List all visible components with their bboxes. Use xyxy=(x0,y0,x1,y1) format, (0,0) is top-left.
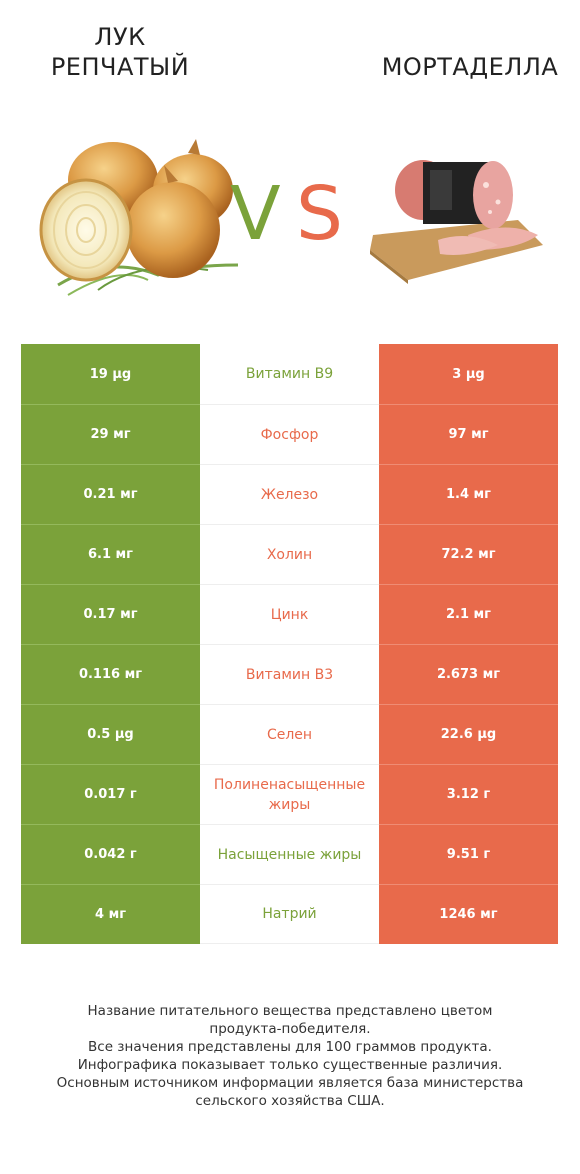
left-value: 0.116 мг xyxy=(21,644,200,704)
right-value: 22.6 µg xyxy=(379,704,558,764)
right-value: 2.673 мг xyxy=(379,644,558,704)
left-value: 0.5 µg xyxy=(21,704,200,764)
left-value: 19 µg xyxy=(21,344,200,404)
footer-note: Название питательного вещества представл… xyxy=(20,1002,560,1110)
footer-line: Основным источником информации является … xyxy=(56,1075,524,1091)
product-left-title: ЛУК РЕПЧАТЫЙ xyxy=(50,23,190,81)
nutrient-name: Насыщенные жиры xyxy=(200,824,379,884)
footer-line: Все значения представлены для 100 граммо… xyxy=(88,1039,492,1055)
left-value: 0.017 г xyxy=(21,764,200,824)
footer-line: Инфографика показывает только существенн… xyxy=(77,1057,503,1073)
right-value: 1.4 мг xyxy=(379,464,558,524)
nutrient-name: Селен xyxy=(200,704,379,764)
table-row: 19 µg Витамин B9 3 µg xyxy=(21,344,558,404)
table-row: 4 мг Натрий 1246 мг xyxy=(21,884,558,944)
nutrient-name: Витамин B9 xyxy=(245,366,334,382)
comparison-table: 19 µg Витамин B9 3 µg 29 мг Фосфор 97 мг… xyxy=(21,344,558,944)
table-row: 0.042 г Насыщенные жиры 9.51 г xyxy=(21,824,558,884)
left-value: 0.21 мг xyxy=(21,464,200,524)
left-value: 4 мг xyxy=(21,884,200,944)
right-value: 9.51 г xyxy=(379,824,558,884)
right-value: 1246 мг xyxy=(379,884,558,944)
nutrient-name: Железо xyxy=(200,464,379,524)
nutrient-name: Цинк xyxy=(200,584,379,644)
table-row: 0.5 µg Селен 22.6 µg xyxy=(21,704,558,764)
mortadella-image xyxy=(370,160,543,284)
table-row: 0.21 мг Железо 1.4 мг xyxy=(21,464,558,524)
right-value: 2.1 мг xyxy=(379,584,558,644)
footer-line: сельского хозяйства США. xyxy=(195,1093,385,1109)
right-value: 72.2 мг xyxy=(379,524,558,584)
nutrient-name: Витамин B3 xyxy=(200,644,379,704)
left-value: 0.042 г xyxy=(21,824,200,884)
table-row: 29 мг Фосфор 97 мг xyxy=(21,404,558,464)
left-value: 0.17 мг xyxy=(21,584,200,644)
table-row: 0.017 г Полиненасыщенные жиры 3.12 г xyxy=(21,764,558,824)
vs-letter-v: V xyxy=(230,171,281,257)
left-value: 6.1 мг xyxy=(21,524,200,584)
vs-letter-s: S xyxy=(296,171,343,257)
vs-badge: V S xyxy=(226,164,356,264)
nutrient-name: Фосфор xyxy=(200,404,379,464)
table-row: 6.1 мг Холин 72.2 мг xyxy=(21,524,558,584)
nutrient-name: Холин xyxy=(200,524,379,584)
right-value: 97 мг xyxy=(379,404,558,464)
onion-image xyxy=(39,139,239,296)
left-value: 29 мг xyxy=(21,404,200,464)
product-right-title: МОРТАДЕЛЛА xyxy=(381,53,559,81)
footer-line: Название питательного вещества представл… xyxy=(87,1003,493,1019)
nutrient-name: Натрий xyxy=(200,884,379,944)
footer-line: продукта-победителя. xyxy=(209,1021,371,1037)
table-row: 0.17 мг Цинк 2.1 мг xyxy=(21,584,558,644)
right-value: 3 µg xyxy=(379,344,558,404)
nutrient-name: Полиненасыщенные жиры xyxy=(200,764,379,824)
table-row: 0.116 мг Витамин B3 2.673 мг xyxy=(21,644,558,704)
right-value: 3.12 г xyxy=(379,764,558,824)
